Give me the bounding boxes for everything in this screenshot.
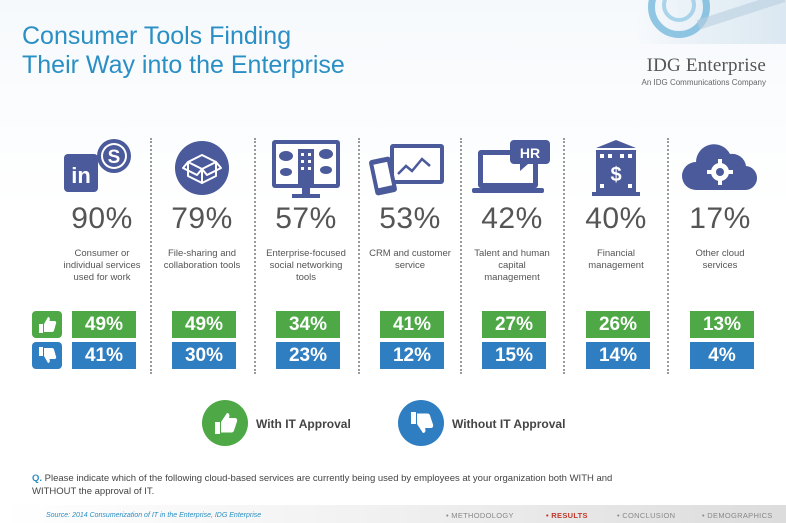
title-line-2: Their Way into the Enterprise	[22, 51, 345, 79]
category-label: Financial management	[588, 248, 644, 271]
social-network-monitor-icon	[258, 136, 354, 202]
source-citation: Source: 2014 Consumerization of IT in th…	[46, 512, 262, 519]
percentage: 90%	[71, 202, 133, 235]
percentage: 42%	[481, 202, 543, 235]
thumbs-down-icon	[398, 400, 444, 446]
svg-text:S: S	[108, 147, 121, 168]
title-line-1: Consumer Tools Finding	[22, 22, 292, 50]
with-it-approval-value: 49%	[72, 311, 136, 338]
without-it-approval-value: 14%	[586, 342, 650, 369]
question-text: Please indicate which of the following c…	[32, 473, 613, 497]
percentage: 79%	[171, 202, 233, 235]
nav-demographics[interactable]: • DEMOGRAPHICS	[702, 511, 773, 520]
stat-column: HR 42% Talent and human capital manageme…	[464, 134, 560, 380]
brand-logo: IDG Enterprise An IDG Communications Com…	[642, 55, 767, 87]
linkedin-skype-icon: in S	[54, 136, 150, 202]
percentage: 53%	[379, 202, 441, 235]
brand-tagline: An IDG Communications Company	[641, 78, 767, 87]
without-it-approval-value: 41%	[72, 342, 136, 369]
legend-without-it-approval: Without IT Approval	[452, 417, 566, 431]
category-label: Other cloud services	[695, 248, 745, 271]
decorative-header-graphic	[636, 0, 786, 44]
stat-column: in S 90% Consumer or individual services…	[54, 134, 150, 380]
without-it-approval-value: 12%	[380, 342, 444, 369]
survey-question: Q. Please indicate which of the followin…	[32, 472, 632, 498]
category-label: Enterprise-focused social networking too…	[266, 248, 346, 283]
box-file-sharing-icon	[154, 136, 250, 202]
cloud-gear-icon	[672, 136, 768, 202]
nav-results[interactable]: • RESULTS	[546, 511, 588, 520]
stat-column: $ 40% Financial management 26% 14%	[568, 134, 664, 380]
column-divider	[358, 138, 360, 374]
without-it-approval-value: 30%	[172, 342, 236, 369]
percentage: 57%	[275, 202, 337, 235]
svg-text:in: in	[71, 163, 91, 188]
category-label: CRM and customer service	[369, 248, 451, 271]
svg-text:HR: HR	[520, 145, 540, 161]
with-it-approval-value: 26%	[586, 311, 650, 338]
stat-column: 57% Enterprise-focused social networking…	[258, 134, 354, 380]
stat-column: 53% CRM and customer service 41% 12%	[362, 134, 458, 380]
thumbs-up-icon	[32, 311, 62, 338]
column-divider	[460, 138, 462, 374]
nav-methodology[interactable]: • METHODOLOGY	[446, 511, 514, 520]
thumbs-down-icon	[32, 342, 62, 369]
with-it-approval-value: 13%	[690, 311, 754, 338]
footer-bar	[0, 505, 786, 523]
category-label: Talent and human capital management	[474, 248, 550, 283]
column-divider	[667, 138, 669, 374]
crm-devices-icon	[362, 136, 458, 202]
question-label: Q.	[32, 473, 43, 484]
without-it-approval-value: 23%	[276, 342, 340, 369]
without-it-approval-value: 4%	[690, 342, 754, 369]
with-it-approval-value: 49%	[172, 311, 236, 338]
brand-name: IDG Enterprise	[646, 55, 766, 76]
without-it-approval-value: 15%	[482, 342, 546, 369]
column-divider	[150, 138, 152, 374]
hr-laptop-icon: HR	[464, 136, 560, 202]
category-label: Consumer or individual services used for…	[63, 248, 141, 283]
with-it-approval-value: 27%	[482, 311, 546, 338]
column-divider	[563, 138, 565, 374]
legend-with-it-approval: With IT Approval	[256, 417, 351, 431]
percentage: 40%	[585, 202, 647, 235]
page-title: Consumer Tools Finding Their Way into th…	[22, 22, 345, 80]
financial-building-icon: $	[568, 136, 664, 202]
nav-conclusion[interactable]: • CONCLUSION	[617, 511, 676, 520]
column-divider	[254, 138, 256, 374]
with-it-approval-value: 34%	[276, 311, 340, 338]
percentage: 17%	[689, 202, 751, 235]
category-label: File-sharing and collaboration tools	[163, 248, 241, 271]
stat-column: 17% Other cloud services 13% 4%	[672, 134, 768, 380]
with-it-approval-value: 41%	[380, 311, 444, 338]
thumbs-up-icon	[202, 400, 248, 446]
stat-column: 79% File-sharing and collaboration tools…	[154, 134, 250, 380]
svg-text:$: $	[610, 164, 621, 186]
